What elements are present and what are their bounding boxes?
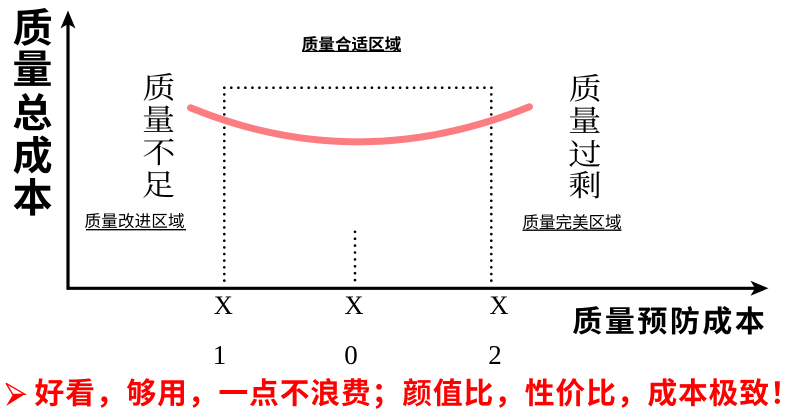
svg-text:X: X [344,290,363,320]
svg-text:2: 2 [488,340,502,370]
svg-text:0: 0 [344,340,358,370]
svg-text:X: X [489,290,508,320]
svg-text:1: 1 [213,340,227,370]
svg-text:X: X [214,290,233,320]
